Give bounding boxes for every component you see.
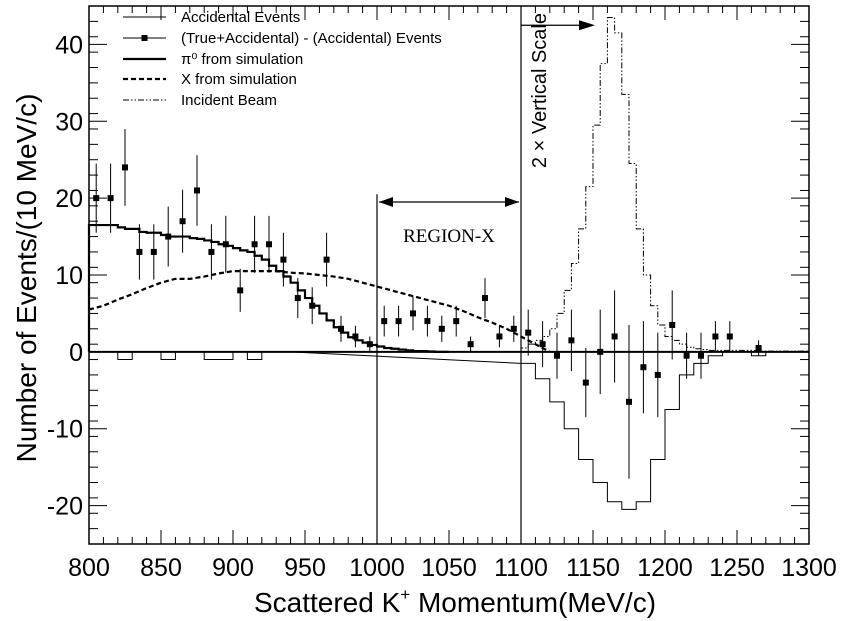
data-point xyxy=(626,398,632,405)
legend-item: π⁰ from simulation xyxy=(123,51,303,68)
region-arrow-right-head xyxy=(505,196,519,207)
region-arrow-left-head xyxy=(379,196,393,207)
x-tick-label: 1200 xyxy=(637,554,693,582)
data-point xyxy=(597,348,604,355)
data-point xyxy=(280,256,287,263)
legend-label: π⁰ from simulation xyxy=(181,51,303,68)
y-tick-label: 30 xyxy=(55,108,83,136)
data-point xyxy=(122,164,128,171)
y-tick-label: 10 xyxy=(55,262,83,290)
legend-item: Incident Beam xyxy=(123,92,277,109)
series-pi0-simulation xyxy=(87,223,449,353)
data-point xyxy=(525,329,532,336)
plot-series xyxy=(87,17,810,510)
legend-item: X from simulation xyxy=(123,71,297,88)
data-point xyxy=(496,333,503,340)
data-point xyxy=(539,341,546,348)
data-point xyxy=(266,241,272,248)
x-tick-label: 900 xyxy=(212,554,254,582)
data-point xyxy=(554,352,560,359)
data-point xyxy=(438,325,445,332)
data-point xyxy=(424,318,431,325)
data-point xyxy=(136,248,143,255)
tick-labels: 800 850 900 950 1000 1050 1100 1150 1200 1250 1300… xyxy=(47,31,837,582)
data-point xyxy=(726,333,733,340)
legend-item: (True+Accidental) - (Accidental) Events xyxy=(123,30,442,47)
data-point xyxy=(410,310,416,317)
data-point xyxy=(251,241,258,248)
data-point xyxy=(698,352,704,359)
data-point xyxy=(395,318,402,325)
region-label: REGION-X xyxy=(403,226,495,247)
vertical-scale-label: 2 × Vertical Scale xyxy=(529,13,551,168)
x-tick-label: 1250 xyxy=(709,554,765,582)
x-axis-title-sup: + xyxy=(400,585,410,604)
data-point xyxy=(568,337,575,344)
x-tick-label: 800 xyxy=(68,554,110,582)
data-point xyxy=(582,379,589,386)
series-x-simulation xyxy=(88,270,551,353)
x-tick-label: 1150 xyxy=(566,554,620,582)
data-point xyxy=(669,321,676,328)
series-accidental-events xyxy=(89,351,781,510)
data-point xyxy=(294,295,301,302)
data-point xyxy=(712,333,719,340)
data-point xyxy=(381,318,388,325)
series-incident-beam xyxy=(520,17,810,352)
legend-label: (True+Accidental) - (Accidental) Events xyxy=(181,30,442,47)
x-tick-label: 1050 xyxy=(421,554,477,582)
data-point xyxy=(150,248,157,255)
data-point xyxy=(654,371,661,378)
x-tick-label: 1100 xyxy=(494,554,548,582)
data-point xyxy=(179,218,186,225)
series-data-points xyxy=(93,128,762,479)
legend-label: Incident Beam xyxy=(181,92,277,109)
data-point xyxy=(467,341,474,348)
x-axis-title: Scattered K+ Momentum(MeV/c) xyxy=(254,585,656,618)
legend-item: Accidental Events xyxy=(123,9,300,26)
data-point xyxy=(453,318,460,325)
y-tick-label: -20 xyxy=(47,493,83,521)
data-point xyxy=(640,364,647,371)
axis-ticks xyxy=(88,5,810,545)
data-point xyxy=(482,295,488,302)
y-axis-title: Number of Events/(10 MeV/c) xyxy=(11,94,42,463)
data-point xyxy=(208,248,215,255)
y-tick-label: 0 xyxy=(69,339,83,367)
x-tick-label: 950 xyxy=(284,554,326,582)
x-tick-label: 1300 xyxy=(781,554,837,582)
annotations: REGION-X 2 × Vertical Scale xyxy=(376,6,595,544)
legend-swatch-marker xyxy=(141,35,148,41)
y-tick-label: -10 xyxy=(47,416,83,444)
y-tick-label: 20 xyxy=(55,185,83,213)
data-point xyxy=(237,287,244,294)
x-tick-label: 850 xyxy=(140,554,182,582)
data-point xyxy=(323,256,330,263)
data-point xyxy=(107,195,114,202)
legend-label: X from simulation xyxy=(181,71,297,88)
x-axis-title-rest: Momentum(MeV/c) xyxy=(410,587,656,618)
scale-arrow-head xyxy=(579,20,595,31)
legend: Accidental Events (True+Accidental) - (Ac… xyxy=(123,9,442,109)
data-point xyxy=(194,187,200,194)
data-point xyxy=(755,345,762,352)
data-point xyxy=(510,325,517,332)
x-axis-title-main: Scattered K xyxy=(254,587,401,618)
x-tick-label: 1000 xyxy=(349,554,405,582)
data-point xyxy=(683,352,690,359)
data-point xyxy=(611,333,618,340)
y-tick-label: 40 xyxy=(55,31,83,59)
legend-label: Accidental Events xyxy=(181,9,300,26)
